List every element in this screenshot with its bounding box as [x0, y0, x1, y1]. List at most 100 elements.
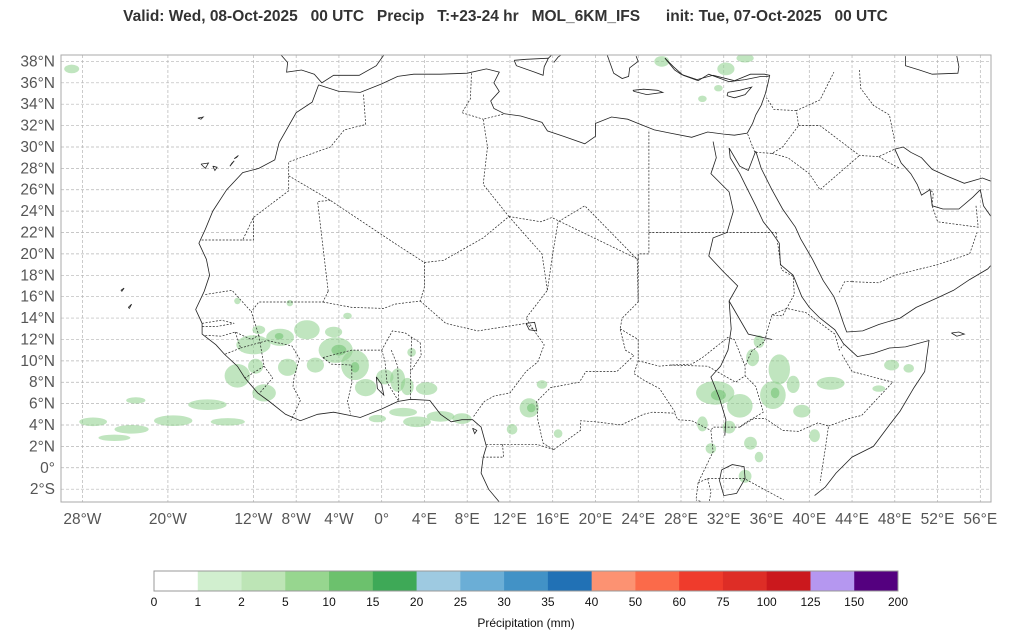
border-segment — [258, 365, 274, 395]
lon-tick-label: 4°E — [412, 511, 437, 528]
lat-tick-label: 34°N — [20, 96, 55, 113]
coastlines — [120, 55, 991, 502]
latitude-labels: 38°N 36°N 34°N 32°N 30°N 28°N 26°N 24°N 22°N 20°N… — [20, 53, 55, 498]
border-segment — [670, 364, 764, 431]
lat-tick-label: 26°N — [20, 182, 55, 199]
border-segment — [224, 331, 242, 355]
coastline-segment — [128, 303, 132, 310]
precip-blob — [872, 385, 886, 392]
colorbar-swatch — [679, 571, 724, 591]
precip-blob — [114, 425, 149, 434]
precip-blob — [415, 382, 438, 395]
border-segment — [536, 259, 639, 450]
border-segment — [697, 478, 784, 501]
precip-core — [274, 333, 284, 340]
country-borders — [200, 69, 979, 502]
border-segment — [461, 73, 484, 120]
map-title: Valid: Wed, 08-Oct-2025 00 UTC Precip T:… — [123, 8, 888, 25]
colorbar-swatch — [241, 571, 286, 591]
precip-blob — [717, 62, 735, 76]
lat-tick-label: 12°N — [20, 331, 55, 348]
precip-blob — [278, 358, 298, 376]
coastline-segment — [728, 147, 757, 172]
coastline-segment — [200, 162, 210, 170]
border-segment — [838, 281, 852, 293]
coastline-segment — [233, 155, 239, 160]
coastline-segment — [525, 321, 538, 332]
border-segment — [695, 478, 712, 502]
colorbar-tick-label: 15 — [366, 595, 380, 609]
precip-blob — [234, 297, 241, 305]
precip-blob — [736, 55, 754, 63]
coastline-segment — [318, 57, 771, 145]
coastline-segment — [606, 55, 639, 79]
border-segment — [508, 216, 548, 330]
border-segment — [771, 153, 860, 191]
border-segment — [766, 97, 797, 111]
lat-tick-label: 2°N — [29, 438, 55, 455]
coastline-segment — [472, 427, 478, 435]
colorbar-swatch — [329, 571, 374, 591]
precip-blob — [98, 434, 131, 441]
precipitation-areas — [64, 55, 914, 483]
colorbar-tick-label: 150 — [844, 595, 864, 609]
lat-tick-label: 20°N — [20, 246, 55, 263]
precip-blob — [768, 354, 790, 385]
colorbar-swatch — [547, 571, 593, 591]
border-segment — [242, 217, 254, 241]
colorbar-tick-label: 20 — [410, 595, 424, 609]
lat-tick-label: 38°N — [20, 53, 55, 70]
map-background — [61, 55, 991, 502]
precip-blob — [154, 415, 193, 427]
border-segment — [638, 336, 746, 376]
lon-tick-label: 24°E — [621, 511, 655, 528]
border-segment — [798, 125, 895, 157]
precip-blob — [754, 451, 764, 463]
precip-blob — [553, 429, 563, 438]
lat-tick-label: 28°N — [20, 160, 55, 177]
lon-tick-label: 40°E — [792, 511, 826, 528]
lat-tick-label: 10°N — [20, 353, 55, 370]
colorbar-swatch — [154, 571, 199, 591]
colorbar-swatches — [154, 571, 899, 591]
lon-tick-label: 28°E — [664, 511, 698, 528]
lat-tick-label: 4°N — [29, 417, 55, 434]
coastline-segment — [513, 57, 550, 76]
colorbar-ticks: 0 1 2 5 10 15 20 25 30 35 40 50 60 75 100 125 150 200 — [151, 595, 909, 609]
coastline-segment — [894, 146, 991, 217]
colorbar-tick-label: 100 — [757, 595, 777, 609]
precip-blob — [786, 375, 800, 393]
border-segment — [859, 69, 896, 142]
border-segment — [322, 357, 353, 415]
border-segment — [481, 444, 504, 458]
colorbar-tick-label: 2 — [238, 595, 245, 609]
border-segment — [931, 205, 979, 228]
colorbar-tick-label: 10 — [322, 595, 336, 609]
colorbar-tick-label: 5 — [282, 595, 289, 609]
colorbar-tick-label: 25 — [454, 595, 468, 609]
coastline-segment — [195, 84, 500, 502]
precip-blob — [426, 411, 455, 422]
precip-blob — [536, 380, 548, 389]
border-segment — [200, 94, 367, 241]
colorbar-label: Précipitation (mm) — [477, 616, 574, 630]
colorbar-frame — [153, 570, 899, 592]
precip-blob — [252, 325, 266, 335]
precip-blob — [325, 326, 343, 338]
lon-tick-label: 16°E — [536, 511, 570, 528]
precip-blob — [224, 364, 251, 388]
precip-blob — [452, 413, 472, 424]
colorbar-swatch — [635, 571, 680, 591]
colorbar-tick-label: 50 — [629, 595, 643, 609]
border-segment — [410, 337, 412, 400]
coastline-segment — [726, 86, 753, 99]
lat-tick-label: 18°N — [20, 267, 55, 284]
colorbar-tick-label: 75 — [716, 595, 730, 609]
coastline-segment — [197, 116, 205, 120]
precip-blob — [210, 418, 245, 426]
coastline-segment — [905, 56, 960, 75]
lon-tick-label: 4°W — [324, 511, 354, 528]
precip-blob — [403, 416, 431, 428]
border-segment — [288, 113, 510, 263]
colorbar-swatch — [591, 571, 636, 591]
